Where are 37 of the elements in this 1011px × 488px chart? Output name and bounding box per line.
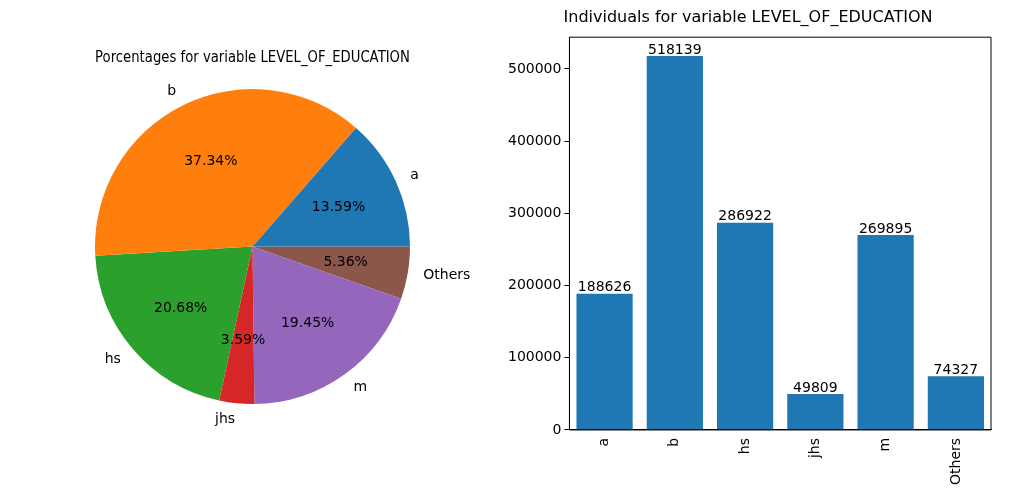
slice-label: m xyxy=(353,377,368,394)
data-label: 5.36% xyxy=(323,253,368,270)
data-label: 20.68% xyxy=(154,298,208,315)
y-tick-label: 0 xyxy=(552,420,562,437)
bar xyxy=(787,394,844,430)
data-label: 19.45% xyxy=(280,313,335,330)
y-tick-label: 400000 xyxy=(507,131,562,148)
data-label: 269895 xyxy=(858,219,913,236)
y-tick-label: 100000 xyxy=(507,348,562,365)
y-tick-label: 200000 xyxy=(507,276,562,293)
data-label: 49809 xyxy=(793,378,838,395)
slice-label: Others xyxy=(423,266,471,283)
bar xyxy=(857,235,914,430)
x-tick-label: b xyxy=(665,437,682,447)
y-tick-label: 500000 xyxy=(507,59,562,76)
data-label: 74327 xyxy=(933,360,979,377)
y-tick-label: 300000 xyxy=(507,204,562,221)
slice-label: a xyxy=(410,165,419,182)
x-tick-label: a xyxy=(595,437,612,447)
x-tick-label: jhs xyxy=(805,437,822,460)
bar xyxy=(716,222,774,430)
x-tick-label: hs xyxy=(735,437,752,455)
slice-label: hs xyxy=(104,349,121,366)
x-tick-label: Others xyxy=(946,437,963,485)
data-label: 518139 xyxy=(648,40,702,57)
slice-label: b xyxy=(167,81,177,98)
data-label: 13.59% xyxy=(311,198,366,215)
bar xyxy=(927,376,984,430)
data-label: 286922 xyxy=(718,207,772,224)
slice-label: jhs xyxy=(214,409,236,426)
chart-title: Porcentages for variable LEVEL_OF_EDUCATION xyxy=(95,46,410,66)
bar xyxy=(646,55,703,430)
data-label: 188626 xyxy=(577,278,632,295)
bar xyxy=(576,293,633,430)
x-tick-label: m xyxy=(876,437,893,452)
chart-title: Individuals for variable LEVEL_OF_EDUCATION xyxy=(563,6,933,27)
data-label: 37.34% xyxy=(184,152,238,169)
